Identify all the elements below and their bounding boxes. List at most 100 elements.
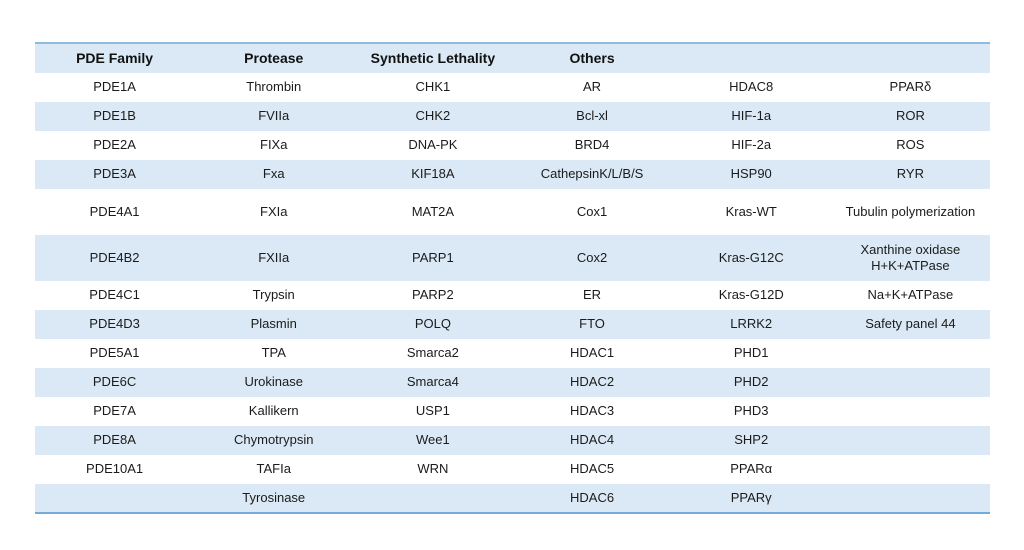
table-cell — [831, 339, 990, 368]
table-cell: Chymotrypsin — [234, 432, 314, 448]
table-row: PDE5A1 TPA Smarca2 HDAC1 PHD1 — [35, 339, 990, 368]
table-cell: Kras-WT — [725, 203, 777, 219]
table-row: PDE3A Fxa KIF18A CathepsinK/L/B/S HSP90 RYR — [35, 160, 990, 189]
header-others-3 — [831, 43, 990, 73]
target-categories-table: PDE Family Protease Synthetic Lethality … — [35, 42, 990, 514]
table-cell — [831, 455, 990, 484]
table-cell: PARP1 — [412, 249, 454, 265]
table-cell — [831, 368, 990, 397]
table-cell: Kras-G12D — [718, 287, 784, 303]
table-cell: HDAC6 — [570, 489, 615, 505]
table-cell: FVIIa — [258, 108, 290, 124]
table-cell: WRN — [417, 461, 449, 477]
table-cell: POLQ — [414, 316, 451, 332]
table-row: PDE4B2 FXIIa PARP1 Cox2 Kras-G12C Xanthine ox… — [35, 235, 990, 281]
table-body: PDE1A Thrombin CHK1 AR HDAC8 PPARδ PDE1B FVIIa C… — [35, 73, 990, 513]
table-cell: PDE4D3 — [89, 316, 140, 332]
table-cell: PDE6C — [92, 374, 137, 390]
header-pde-family: PDE Family — [76, 49, 154, 66]
table-cell: PHD2 — [733, 374, 769, 390]
header-others: Others — [569, 49, 615, 66]
header-others-2 — [672, 43, 831, 73]
table-cell: Trypsin — [252, 287, 295, 303]
table-cell: Kras-G12C — [718, 249, 784, 265]
table-cell: HDAC8 — [729, 79, 774, 95]
table-row: PDE4D3 Plasmin POLQ FTO LRRK2 Safety panel 44 — [35, 310, 990, 339]
table-cell: FXIIa — [258, 249, 290, 265]
table-cell: Cox2 — [576, 249, 608, 265]
table-row: Tyrosinase HDAC6 PPARγ — [35, 484, 990, 513]
table-cell: PDE1B — [93, 108, 136, 124]
table-cell: BRD4 — [574, 137, 610, 153]
table-cell: Bcl-xl — [576, 108, 608, 124]
header-synthetic-lethality: Synthetic Lethality — [370, 49, 496, 66]
table-cell: Safety panel 44 — [865, 316, 956, 332]
table-cell: PDE5A1 — [89, 345, 140, 361]
table-row: PDE8A Chymotrypsin Wee1 HDAC4 SHP2 — [35, 426, 990, 455]
table-row: PDE1B FVIIa CHK2 Bcl-xl HIF-1a ROR — [35, 102, 990, 131]
table-cell: USP1 — [415, 403, 450, 419]
table-cell: PDE1A — [93, 79, 136, 95]
table-cell: FTO — [579, 316, 605, 332]
table-cell: PHD3 — [733, 403, 769, 419]
table-cell — [353, 484, 512, 513]
table-cell: PPARδ — [889, 79, 932, 95]
table-cell: Kallikern — [248, 403, 299, 419]
table-row: PDE4C1 Trypsin PARP2 ER Kras-G12D Na+K+ATPase — [35, 281, 990, 310]
table-cell: Na+K+ATPase — [867, 287, 954, 303]
table-cell: KIF18A — [411, 166, 455, 182]
header-protease: Protease — [244, 49, 304, 66]
table-cell: HDAC3 — [570, 403, 615, 419]
table-cell: CHK1 — [415, 79, 451, 95]
table-cell: FXIa — [260, 203, 288, 219]
table-cell: HSP90 — [730, 166, 772, 182]
table-row: PDE4A1 FXIa MAT2A Cox1 Kras-WT Tubulin polyme… — [35, 189, 990, 235]
table-cell: PDE3A — [93, 166, 136, 182]
table-cell — [831, 397, 990, 426]
table-cell: HDAC2 — [570, 374, 615, 390]
table-cell: LRRK2 — [730, 316, 773, 332]
table-cell: HIF-1a — [731, 108, 772, 124]
table-cell: Smarca2 — [406, 345, 459, 361]
table-cell — [35, 484, 194, 513]
table-cell: PARP2 — [412, 287, 454, 303]
table-cell: HDAC1 — [570, 345, 615, 361]
table-cell: TAFIa — [256, 461, 291, 477]
table-cell: TPA — [261, 345, 286, 361]
table-cell: CathepsinK/L/B/S — [540, 166, 644, 182]
table-row: PDE10A1 TAFIa WRN HDAC5 PPARα — [35, 455, 990, 484]
table-cell: Wee1 — [416, 432, 450, 448]
table-cell: PPARγ — [730, 489, 772, 505]
table-cell: Urokinase — [244, 374, 303, 390]
table-row: PDE2A FIXa DNA-PK BRD4 HIF-2a ROS — [35, 131, 990, 160]
table-cell: Thrombin — [246, 79, 302, 95]
table-cell: Xanthine oxidase H+K+ATPase — [860, 241, 961, 273]
table-cell: RYR — [896, 166, 924, 182]
table-cell: Cox1 — [576, 203, 608, 219]
table-cell: PDE8A — [93, 432, 136, 448]
table-cell: ROS — [896, 137, 925, 153]
table-cell — [831, 426, 990, 455]
table-cell: HDAC5 — [570, 461, 615, 477]
table-cell: PDE2A — [93, 137, 136, 153]
table-cell: PDE7A — [93, 403, 136, 419]
table-cell: PDE10A1 — [86, 461, 144, 477]
table-cell: Smarca4 — [406, 374, 459, 390]
table-row: PDE6C Urokinase Smarca4 HDAC2 PHD2 — [35, 368, 990, 397]
table-cell: Tubulin polymerization — [845, 203, 976, 219]
table-row: PDE1A Thrombin CHK1 AR HDAC8 PPARδ — [35, 73, 990, 102]
table-cell: FIXa — [260, 137, 288, 153]
table-cell: PDE4A1 — [89, 203, 140, 219]
table-cell: MAT2A — [411, 203, 455, 219]
table-row: PDE7A Kallikern USP1 HDAC3 PHD3 — [35, 397, 990, 426]
table-cell: PDE4C1 — [89, 287, 140, 303]
table-cell: ER — [583, 287, 602, 303]
table-cell — [831, 484, 990, 513]
table-cell: PDE4B2 — [89, 249, 140, 265]
table-cell: PHD1 — [733, 345, 769, 361]
table-cell: HIF-2a — [731, 137, 772, 153]
table-header: PDE Family Protease Synthetic Lethality … — [35, 43, 990, 73]
table-cell: HDAC4 — [570, 432, 615, 448]
table-cell: Plasmin — [250, 316, 297, 332]
